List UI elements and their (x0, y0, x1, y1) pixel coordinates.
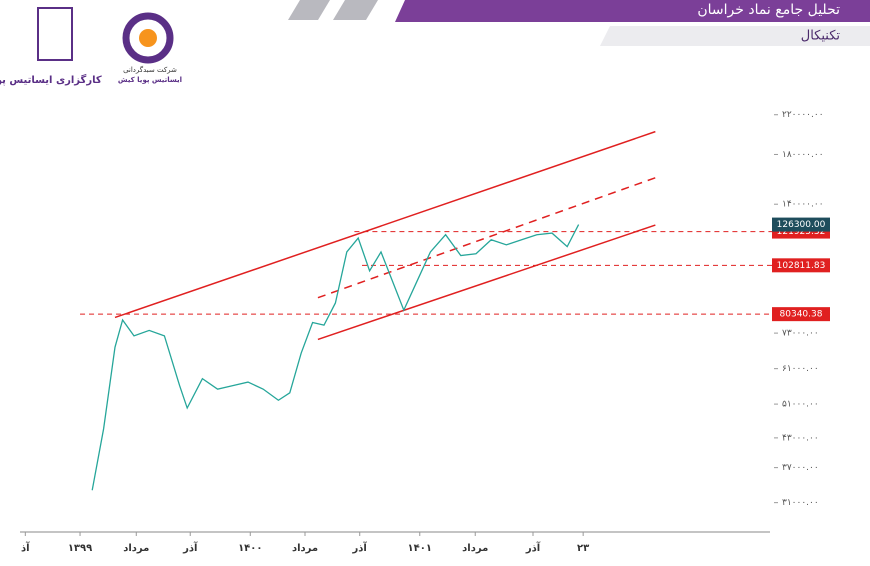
broker-logo (37, 7, 73, 61)
x-tick-label: ۱۴۰۱ (408, 543, 432, 554)
x-tick-label: مرداد (292, 543, 318, 554)
header-bar (395, 0, 870, 22)
stripe (288, 0, 330, 20)
header-subtitle: تکنیکال (801, 29, 841, 44)
y-tick-label: ۱۴۰۰۰۰.۰۰ (782, 200, 824, 210)
level-box (772, 258, 830, 273)
y-tick-label: ۴۳۰۰۰.۰۰ (782, 433, 819, 443)
trend-line (114, 130, 656, 319)
y-tick-label: ۳۷۰۰۰.۰۰ (782, 463, 819, 473)
x-tick-label: آذر (525, 541, 541, 554)
last-price-label: 126300.00 (777, 220, 826, 230)
subheader-bar (600, 26, 870, 46)
fund-logo-dot (139, 29, 157, 47)
y-tick-label: ۵۱۰۰۰.۰۰ (782, 400, 819, 410)
last-price-box (772, 217, 830, 232)
level-label: 80340.38 (780, 310, 823, 320)
y-tick-label: ۲۲۰۰۰۰.۰۰ (782, 110, 824, 120)
trend-line (317, 177, 656, 299)
trend-line (317, 224, 656, 341)
level-label: 121925.32 (777, 227, 826, 237)
y-tick-label: ۳۱۰۰۰.۰۰ (782, 498, 819, 508)
stripe (333, 0, 378, 20)
x-tick-label: ۱۴۰۰ (238, 543, 262, 554)
x-tick-label: مرداد (462, 543, 488, 554)
x-tick-label: آذر (182, 541, 198, 554)
y-tick-label: ۱۸۰۰۰۰.۰۰ (782, 150, 824, 160)
x-tick-label: مرداد (123, 543, 149, 554)
fund-name: شرکت سبدگردانی (123, 65, 177, 74)
y-tick-label: ۶۱۰۰۰.۰۰ (782, 364, 819, 374)
x-tick-label: ۲۳ (577, 543, 589, 554)
price-line (91, 224, 580, 491)
broker-name: کارگزاری ایساتیس پویا (0, 73, 102, 86)
fund-name: ایساتیس پویا کیش (118, 76, 182, 84)
x-tick-label: ۱۳۹۹ (68, 543, 92, 554)
x-tick-label: آذر (352, 541, 368, 554)
fund-logo (122, 12, 174, 64)
x-tick-label: آذ (21, 541, 30, 554)
level-label: 102811.83 (777, 261, 826, 271)
header-title: تحلیل جامع نماد خراسان (697, 2, 840, 18)
y-tick-label: ۷۳۰۰۰.۰۰ (782, 329, 819, 339)
level-box (772, 307, 830, 322)
